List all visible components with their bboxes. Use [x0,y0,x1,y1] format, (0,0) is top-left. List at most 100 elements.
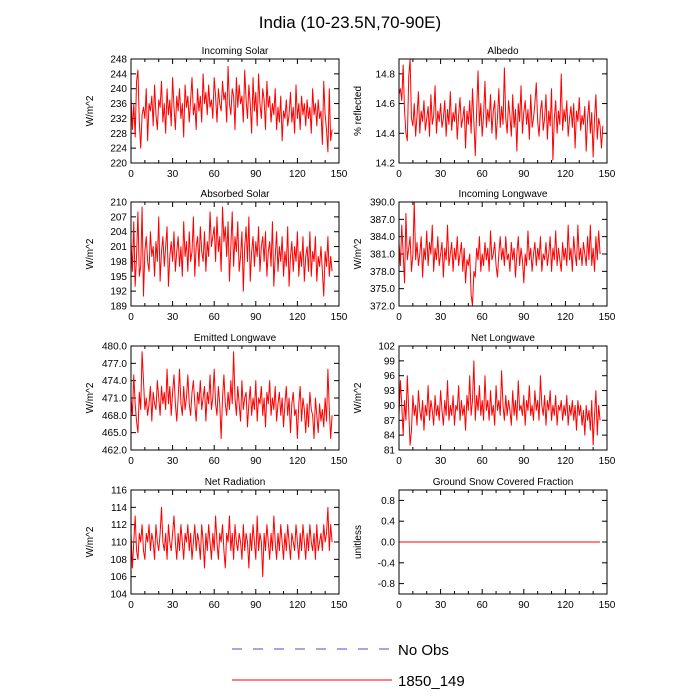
plot-frame [130,58,340,164]
x-tick-label: 0 [128,169,134,180]
x-tick-label: 120 [557,312,574,323]
series-line-1850-149 [130,206,333,297]
y-tick-label: 102 [378,342,395,353]
y-tick-label: 0.8 [381,496,395,507]
series-line-1850-149 [130,506,333,578]
y-axis-label: W/m^2 [353,382,364,413]
y-tick-label: 14.4 [376,129,396,140]
x-tick-label: 30 [167,312,179,323]
series-line-1850-149 [398,201,601,307]
x-tick-label: 150 [331,312,348,323]
y-tick-label: 106 [110,572,127,583]
x-tick-label: 60 [477,456,489,467]
panel-title: Ground Snow Covered Fraction [433,477,574,488]
y-tick-label: 90 [384,401,396,412]
x-tick-label: 150 [331,600,348,611]
x-tick-label: 0 [128,456,134,467]
x-tick-label: 120 [289,169,306,180]
x-tick-label: 90 [250,600,262,611]
y-tick-label: 189 [110,302,127,313]
series-line-1850-149 [398,58,604,161]
x-tick-label: 30 [435,456,447,467]
panel-title: Incoming Solar [202,46,269,57]
y-axis-label: % reflected [353,86,364,136]
y-tick-label: -0.4 [378,558,396,569]
x-tick-label: 0 [396,169,402,180]
x-tick-label: 0 [128,600,134,611]
x-tick-label: 60 [477,312,489,323]
y-tick-label: 210 [110,198,127,209]
panel-title: Incoming Longwave [459,189,548,200]
x-tick-label: 30 [167,169,179,180]
panel-albedo: Albedo % reflected 0 30 60 90 120 150 14.2 14.4 14… [353,46,616,180]
y-axis-label: W/m^2 [353,238,364,269]
plot-frame [130,201,340,307]
y-axis-label: W/m^2 [85,382,96,413]
y-tick-label: 84 [384,431,396,442]
y-tick-label: 93 [384,386,396,397]
x-tick-label: 150 [599,312,616,323]
panel-title: Net Longwave [471,333,535,344]
panel-net-radiation: Net Radiation W/m^2 0 30 60 90 120 150 104 106 108… [85,477,348,611]
x-tick-label: 60 [209,456,221,467]
y-tick-label: 480.0 [102,342,127,353]
y-tick-label: 471.0 [102,394,127,405]
y-tick-label: 477.0 [102,359,127,370]
y-tick-label: 372.0 [370,302,395,313]
panel-absorbed-solar: Absorbed Solar W/m^2 0 30 60 90 120 150 189 192 19… [85,189,348,323]
panel-title: Emitted Longwave [194,333,277,344]
x-tick-label: 0 [128,312,134,323]
x-tick-label: 120 [289,456,306,467]
y-tick-label: 201 [110,242,127,253]
y-tick-label: 378.0 [370,267,395,278]
y-tick-label: 0.4 [381,517,395,528]
legend: No Obs 1850_149 [232,642,465,690]
x-tick-label: 120 [289,600,306,611]
x-tick-label: 30 [167,456,179,467]
x-tick-label: 60 [209,312,221,323]
y-tick-label: 0.0 [381,538,395,549]
plot-frame [130,345,340,451]
y-tick-label: 248 [110,55,127,66]
y-tick-label: 110 [111,538,127,549]
y-tick-label: 220 [110,159,127,170]
y-tick-label: 224 [110,144,127,155]
x-tick-label: 150 [599,169,616,180]
y-tick-label: 104 [110,590,127,601]
panel-incoming-longwave: Incoming Longwave W/m^2 0 30 60 90 120 150 372.0… [353,189,616,323]
y-tick-label: 462.0 [102,446,127,457]
x-tick-label: 120 [289,312,306,323]
x-tick-label: 90 [518,169,530,180]
x-tick-label: 150 [331,456,348,467]
x-tick-label: 60 [209,169,221,180]
x-tick-label: 60 [477,169,489,180]
plot-frame [398,345,608,451]
y-tick-label: 114 [111,503,127,514]
y-tick-label: 14.6 [376,99,396,110]
y-tick-label: 384.0 [370,232,395,243]
y-tick-label: 81 [384,446,396,457]
y-tick-label: 96 [384,371,396,382]
x-tick-label: 90 [518,312,530,323]
y-axis-label: W/m^2 [85,238,96,269]
legend-label-no-obs: No Obs [398,642,449,659]
x-tick-label: 30 [435,600,447,611]
y-tick-label: 468.0 [102,411,127,422]
x-tick-label: 120 [557,169,574,180]
y-tick-label: 204 [110,227,127,238]
plot-frame [130,489,340,595]
panel-ground-snow-covered-fraction: Ground Snow Covered Fraction unitless 0 30 6… [353,477,616,611]
y-tick-label: 112 [111,520,127,531]
x-tick-label: 0 [396,600,402,611]
y-tick-label: -0.8 [378,579,396,590]
series-line-1850-149 [130,65,333,153]
y-tick-label: 465.0 [102,428,127,439]
x-tick-label: 90 [518,456,530,467]
x-tick-label: 120 [557,600,574,611]
x-tick-label: 90 [250,312,262,323]
y-tick-label: 192 [110,287,127,298]
y-tick-label: 198 [110,257,127,268]
x-tick-label: 90 [250,456,262,467]
y-tick-label: 195 [110,272,127,283]
